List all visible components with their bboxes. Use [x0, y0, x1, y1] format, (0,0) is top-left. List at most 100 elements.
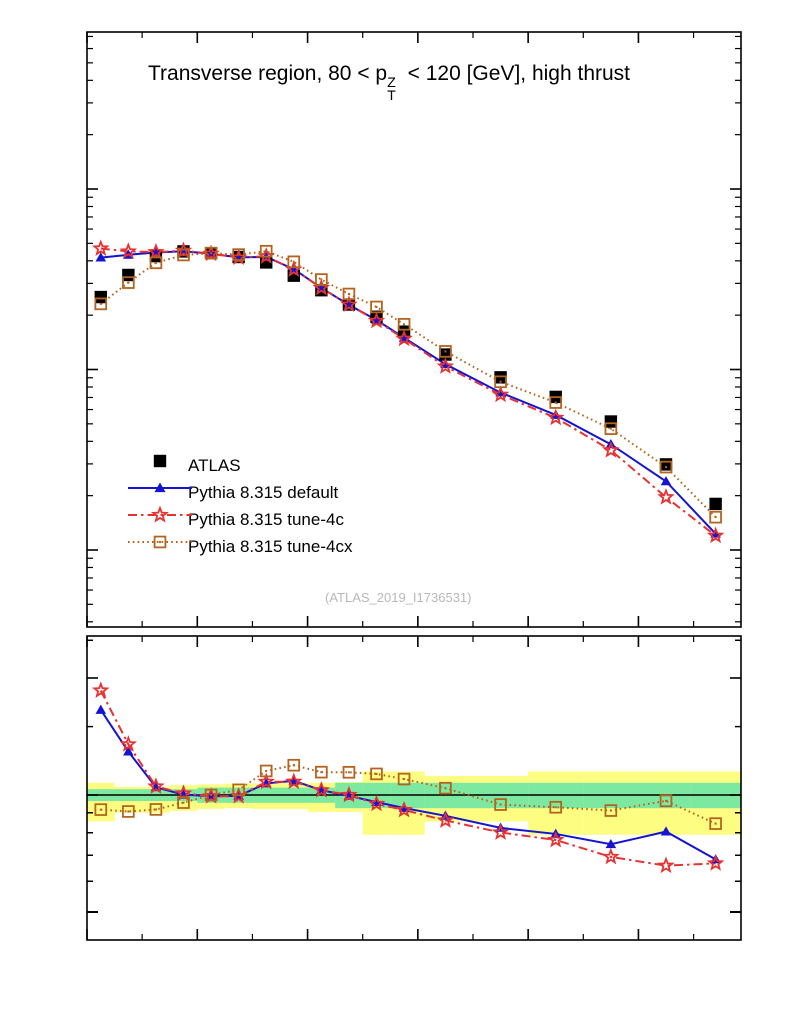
ratio-marker-1 [119, 735, 138, 752]
main-marker-3 [94, 297, 108, 311]
main-marker-2 [395, 329, 413, 347]
main-marker-3 [709, 510, 722, 524]
main-marker-2 [174, 241, 193, 259]
ratio-marker-1 [92, 681, 110, 698]
title-part-b: < 120 [GeV], high thrust [401, 62, 631, 85]
main-line-1 [100, 250, 717, 535]
main-marker-2 [119, 242, 138, 259]
clip-left [0, 0, 87, 1024]
ratio-marker-2-dot [320, 771, 323, 774]
ratio-marker-0 [123, 746, 134, 756]
main-marker-1 [440, 358, 451, 369]
main-marker-2 [367, 311, 386, 329]
ratio-marker-2-dot [609, 809, 612, 812]
ratio-marker-2-dot [665, 799, 668, 802]
legend-label-tune4c: Pythia 8.315 tune-4c [188, 510, 344, 529]
ratio-marker-2-dot [292, 764, 295, 767]
main-marker-2 [546, 408, 565, 426]
main-marker-3-dot [210, 252, 213, 255]
ratio-marker-2-dot [714, 822, 717, 825]
main-marker-3 [287, 255, 301, 269]
main-marker-2 [340, 295, 358, 312]
main-marker-3-dot [609, 427, 612, 430]
main-line-2 [100, 247, 717, 537]
ratio-marker-2 [122, 805, 135, 818]
main-marker-3-dot [665, 466, 668, 469]
clip-bottom [0, 941, 786, 1024]
ratio-marker-2 [370, 767, 383, 781]
legend-marker-tune4cx [153, 535, 167, 549]
ratio-marker-1 [340, 785, 358, 803]
ratio-marker-1 [257, 772, 275, 790]
ratio-marker-2 [315, 765, 328, 779]
main-marker-2 [706, 526, 725, 544]
main-marker-0 [709, 497, 722, 511]
main-marker-0 [122, 268, 135, 282]
ratio-marker-2-dot [154, 808, 157, 811]
main-panel-frame [86, 31, 742, 628]
main-marker-2 [602, 441, 620, 458]
main-marker-3 [204, 246, 218, 260]
main-marker-0 [494, 371, 507, 384]
main-marker-3-dot [154, 261, 157, 264]
ratio-marker-1 [657, 856, 675, 874]
main-marker-1 [710, 528, 721, 538]
main-marker-3 [494, 375, 507, 389]
main-marker-3 [659, 460, 673, 474]
ratio-marker-2-dot [265, 769, 268, 772]
legend-marker-tune4cx-dot [159, 541, 161, 543]
analysis-id-watermark: (ATLAS_2019_I1736531) [325, 590, 472, 605]
main-marker-3 [259, 244, 273, 258]
ratio-marker-0 [605, 838, 617, 849]
main-marker-3-dot [347, 292, 350, 295]
ratio-marker-1 [491, 823, 510, 840]
main-marker-0 [94, 290, 107, 304]
ratio-panel-frame [86, 635, 742, 941]
ratio-line-1 [99, 690, 716, 867]
legend-marker-default [154, 482, 166, 493]
ratio-marker-1 [546, 830, 565, 848]
ratio-marker-2-dot [210, 794, 213, 796]
ratio-marker-2-dot [127, 810, 130, 813]
main-marker-3 [604, 422, 618, 435]
clip-right [742, 0, 786, 1024]
ratio-marker-2-dot [347, 771, 350, 774]
main-marker-3-dot [403, 323, 406, 326]
ratio-marker-2-dot [375, 772, 378, 775]
legend-marker-atlas [153, 454, 167, 468]
ratio-marker-2 [149, 803, 163, 816]
main-marker-3 [232, 248, 245, 261]
ratio-marker-2 [287, 758, 301, 772]
ratio-marker-2 [709, 817, 722, 830]
legend-label-tune4cx: Pythia 8.315 tune-4cx [188, 537, 353, 556]
main-line-3 [100, 250, 717, 518]
main-marker-3-dot [375, 305, 378, 308]
main-marker-1 [95, 252, 107, 262]
ratio-marker-1 [395, 800, 413, 818]
clip-mid [0, 628, 786, 636]
ratio-marker-2-dot [182, 801, 185, 804]
legend-label-default: Pythia 8.315 default [188, 483, 339, 502]
legend-marker-tune4c [150, 505, 170, 523]
ratio-marker-2-dot [403, 778, 406, 781]
main-marker-3 [342, 287, 356, 301]
main-marker-2 [657, 488, 675, 505]
main-marker-3 [370, 300, 383, 314]
main-marker-2 [491, 385, 510, 403]
main-marker-1 [550, 409, 562, 419]
ratio-marker-2 [659, 794, 673, 808]
main-marker-2 [92, 239, 110, 256]
main-marker-3 [149, 256, 163, 270]
main-marker-3-dot [127, 281, 130, 284]
ratio-marker-2-dot [237, 788, 240, 791]
main-marker-3-dot [265, 250, 268, 253]
ratio-marker-1 [312, 780, 331, 798]
ratio-marker-2 [549, 800, 563, 814]
main-marker-3 [177, 248, 190, 262]
ratio-marker-1 [367, 794, 386, 812]
ratio-marker-1 [602, 847, 620, 865]
title-sub-t: T [387, 87, 396, 104]
